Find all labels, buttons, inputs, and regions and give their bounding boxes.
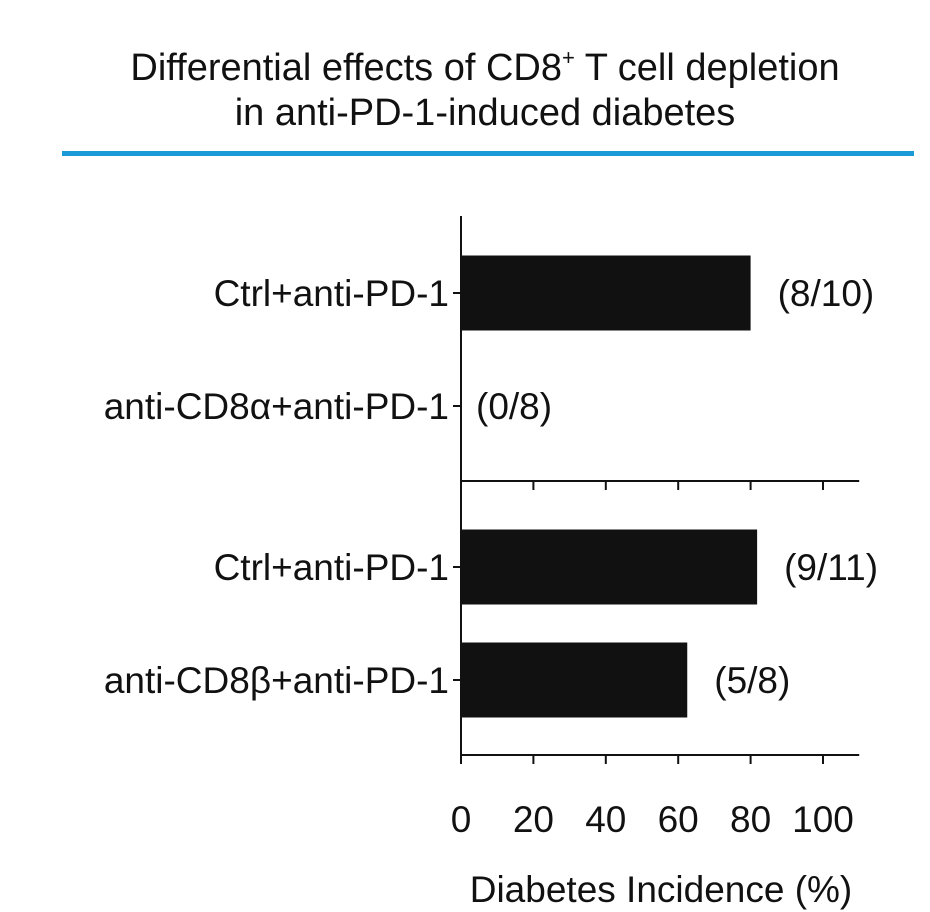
bar	[461, 642, 688, 718]
bar-annotation: (0/8)	[476, 386, 552, 427]
title-rule	[62, 151, 914, 156]
x-tick-label: 0	[451, 799, 472, 840]
category-label: Ctrl+anti-PD-1	[214, 273, 449, 314]
category-label: anti-CD8α+anti-PD-1	[104, 386, 449, 427]
x-tick-label: 100	[792, 799, 854, 840]
title-superscript: +	[561, 45, 575, 70]
x-tick-label: 60	[658, 799, 699, 840]
bar-annotation: (8/10)	[778, 273, 875, 314]
bar	[461, 529, 758, 605]
chart-title-line-2: in anti-PD-1-induced diabetes	[234, 92, 736, 134]
category-label: anti-CD8β+anti-PD-1	[104, 660, 449, 701]
bar	[461, 255, 751, 331]
title-text: Differential effects of CD8	[130, 47, 562, 89]
title-text-suffix: T cell depletion	[574, 47, 840, 89]
x-tick-label: 40	[585, 799, 626, 840]
chart-title-line-1: Differential effects of CD8+ T cell depl…	[40, 46, 930, 91]
category-label: Ctrl+anti-PD-1	[214, 547, 449, 588]
bar-annotation: (5/8)	[714, 660, 790, 701]
chart-title: Differential effects of CD8+ T cell depl…	[40, 46, 930, 136]
x-tick-label: 20	[513, 799, 554, 840]
x-tick-label: 80	[730, 799, 771, 840]
x-axis-title: Diabetes Incidence (%)	[470, 869, 853, 910]
bar-annotation: (9/11)	[784, 547, 878, 588]
